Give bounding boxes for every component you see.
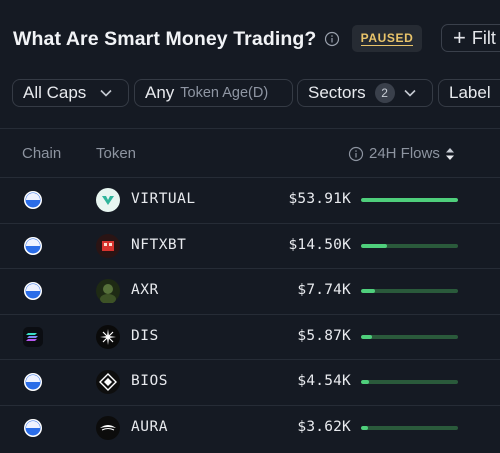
token-name[interactable]: BIOS <box>131 373 168 389</box>
add-filter-button[interactable]: + Filt <box>441 24 500 52</box>
table-row[interactable]: AXR $7.74K <box>0 269 500 314</box>
caps-value: All Caps <box>23 83 87 102</box>
token-name[interactable]: DIS <box>131 327 159 344</box>
column-header-chain: Chain <box>22 145 62 162</box>
table-row[interactable]: DIS $5.87K <box>0 315 500 360</box>
row-divider <box>0 359 500 360</box>
page-header: What Are Smart Money Trading? <box>13 24 340 54</box>
add-filter-label: Filt <box>471 27 496 48</box>
page-title: What Are Smart Money Trading? <box>13 27 317 50</box>
info-icon <box>348 146 364 161</box>
caps-dropdown[interactable]: All Caps <box>12 79 129 107</box>
flow-value: $53.91K <box>288 191 351 207</box>
token-age-filter[interactable]: Any Token Age(D) <box>134 79 293 107</box>
sort-icon[interactable] <box>445 147 455 161</box>
base-chain-icon <box>23 236 43 256</box>
table-row[interactable]: AURA $3.62K <box>0 406 500 451</box>
row-divider <box>0 268 500 269</box>
virtual-logo-icon <box>96 188 120 212</box>
flow-value: $14.50K <box>288 236 351 253</box>
flow-bar-fill <box>361 243 388 248</box>
flow-value: $7.74K <box>297 282 351 298</box>
axr-logo-icon <box>96 279 120 304</box>
flow-bar <box>361 380 458 384</box>
token-age-value: Any <box>145 83 175 102</box>
aura-logo-icon <box>96 415 120 440</box>
flow-value: $4.54K <box>297 373 351 389</box>
flow-bar-fill <box>361 289 375 293</box>
row-divider <box>0 404 500 406</box>
status-badge[interactable]: PAUSED <box>352 25 422 52</box>
chevron-down-icon <box>404 89 416 97</box>
flow-bar <box>361 425 458 430</box>
token-name[interactable]: AURA <box>131 418 168 435</box>
row-divider <box>0 222 500 224</box>
row-divider <box>0 313 500 315</box>
base-chain-icon <box>23 281 43 301</box>
solana-chain-icon <box>23 326 43 347</box>
dis-logo-icon <box>96 324 120 349</box>
token-name[interactable]: AXR <box>131 282 159 298</box>
info-icon[interactable] <box>324 31 340 47</box>
column-header-flows[interactable]: 24H Flows <box>348 145 455 162</box>
column-header-token: Token <box>96 145 137 162</box>
nftxbt-logo-icon <box>96 233 120 258</box>
sectors-count-badge: 2 <box>374 83 395 103</box>
label-filter-label: Label <box>449 83 491 102</box>
table-row[interactable]: VIRTUAL $53.91K <box>0 178 500 223</box>
flow-bar-fill <box>361 334 372 339</box>
token-name[interactable]: NFTXBT <box>131 236 187 253</box>
table-row[interactable]: NFTXBT $14.50K <box>0 224 500 269</box>
flow-bar-fill <box>361 198 458 202</box>
flow-bar <box>361 243 458 248</box>
base-chain-icon <box>23 190 43 210</box>
flow-bar-fill <box>361 425 368 430</box>
table-row[interactable]: BIOS $4.54K <box>0 360 500 405</box>
plus-icon: + <box>453 25 466 50</box>
sectors-label: Sectors <box>308 83 366 102</box>
flows-header-label: 24H Flows <box>369 145 440 162</box>
base-chain-icon <box>23 418 43 438</box>
token-age-label: Token Age(D) <box>180 85 269 101</box>
base-chain-icon <box>23 372 43 392</box>
table-top-divider <box>0 128 500 129</box>
label-dropdown[interactable]: Label <box>438 79 500 107</box>
flow-bar <box>361 289 458 293</box>
flow-value: $5.87K <box>297 327 351 344</box>
flow-bar <box>361 334 458 339</box>
flow-value: $3.62K <box>297 418 351 435</box>
bios-logo-icon <box>96 370 120 394</box>
flow-bar <box>361 198 458 202</box>
chevron-down-icon <box>100 89 112 97</box>
flow-bar-fill <box>361 380 369 384</box>
header-divider <box>0 177 500 178</box>
sectors-dropdown[interactable]: Sectors 2 <box>297 79 433 107</box>
token-name[interactable]: VIRTUAL <box>131 191 196 207</box>
